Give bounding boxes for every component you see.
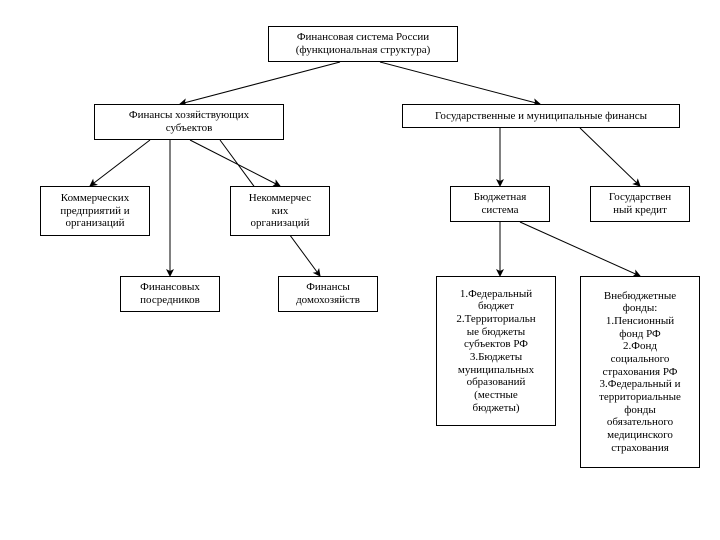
node-l3a-text: Финансовых посредников: [140, 281, 200, 306]
node-right1-text: Государственные и муниципальные финансы: [435, 110, 647, 123]
node-r3b: Внебюджетные фонды: 1.Пенсионный фонд РФ…: [580, 276, 700, 468]
node-left1: Финансы хозяйствующих субъектов: [94, 104, 284, 140]
node-l2b-text: Некоммерчес ких организаций: [249, 192, 312, 230]
node-right1: Государственные и муниципальные финансы: [402, 104, 680, 128]
node-left1-text: Финансы хозяйствующих субъектов: [129, 109, 249, 134]
node-r2a-text: Бюджетная система: [474, 191, 527, 216]
node-r3b-text: Внебюджетные фонды: 1.Пенсионный фонд РФ…: [599, 290, 681, 454]
node-r2b-text: Государствен ный кредит: [609, 191, 671, 216]
node-r2b: Государствен ный кредит: [590, 186, 690, 222]
node-l3a: Финансовых посредников: [120, 276, 220, 312]
node-l2b: Некоммерчес ких организаций: [230, 186, 330, 236]
node-r3a-text: 1.Федеральный бюджет 2.Территориальн ые …: [456, 288, 535, 414]
node-r3a: 1.Федеральный бюджет 2.Территориальн ые …: [436, 276, 556, 426]
node-r2a: Бюджетная система: [450, 186, 550, 222]
node-l3b: Финансы домохозяйств: [278, 276, 378, 312]
node-l2a-text: Коммерческих предприятий и организаций: [60, 192, 129, 230]
node-root: Финансовая система России (функциональна…: [268, 26, 458, 62]
node-l3b-text: Финансы домохозяйств: [296, 281, 360, 306]
node-root-text: Финансовая система России (функциональна…: [296, 31, 431, 56]
node-l2a: Коммерческих предприятий и организаций: [40, 186, 150, 236]
